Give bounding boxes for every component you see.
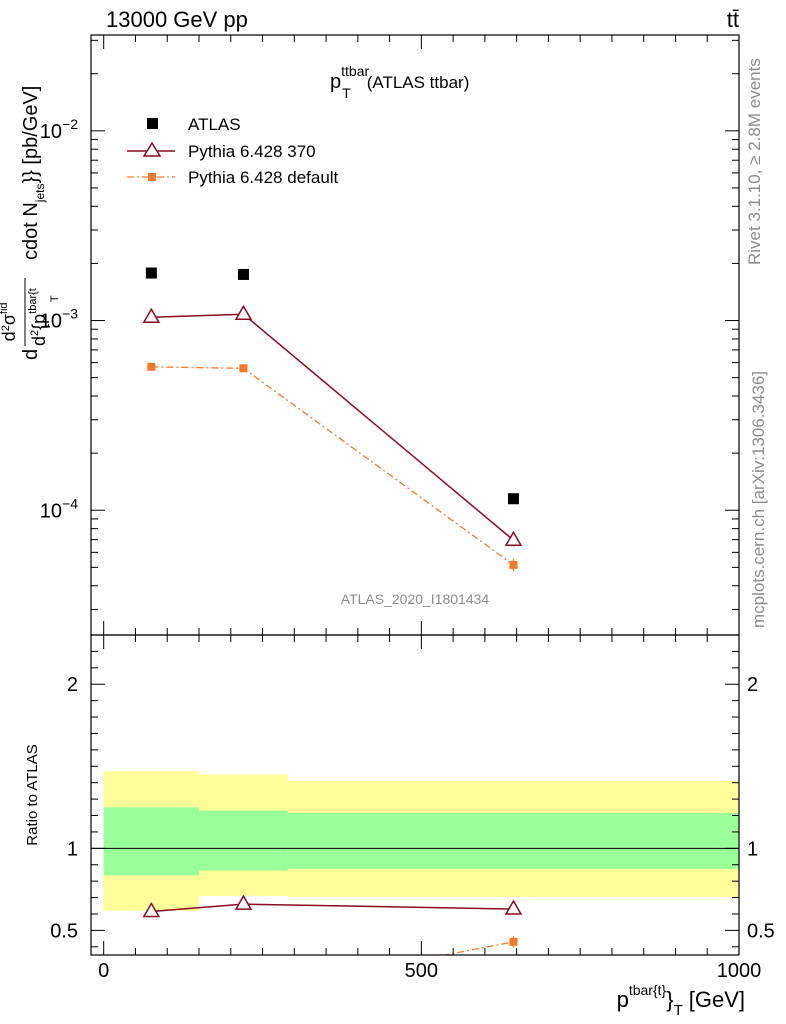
main-ytick-label-0: 10−4: [40, 495, 78, 522]
main-line-2: [151, 366, 514, 566]
main-point-2-1: [239, 364, 248, 373]
main-series-layer: [142, 267, 523, 572]
svg-text:d2{ptbar{tT: d2{ptbar{t T: [27, 288, 61, 346]
ratio-series-layer: [142, 894, 523, 955]
legend-atlas-label: ATLAS: [188, 115, 241, 134]
main-series-2: [147, 362, 518, 572]
legend-pdef-marker: [148, 173, 156, 181]
main-ytick-label-2: 10−2: [40, 116, 78, 143]
main-point-0-1: [237, 268, 249, 280]
main-series-1: [142, 304, 523, 547]
ratio-ytick-label-left-2: 2: [67, 674, 78, 696]
band-inner-2: [287, 813, 739, 869]
main-title: pttbar T(ATLAS ttbar): [330, 63, 469, 101]
legend: ATLAS Pythia 6.428 370 Pythia 6.428 defa…: [127, 115, 339, 187]
ratio-bands-layer: [103, 771, 739, 911]
main-ylabel: d d2σfid d2{ptbar{t T cdot Njets}} [pb/Ge…: [0, 86, 61, 360]
xaxis-label: ptbar{t}}T [GeV]: [617, 982, 745, 1019]
main-series-0: [145, 267, 519, 505]
main-axis-ticks: 10−4 10−3 10−2: [40, 35, 740, 635]
ratio-point-0-1: [234, 894, 253, 910]
legend-p370-label: Pythia 6.428 370: [188, 142, 316, 161]
legend-pdef-label: Pythia 6.428 default: [188, 168, 339, 187]
svg-text:d d2σfid: d d2σfid: [0, 302, 42, 360]
main-point-1-2: [504, 530, 523, 546]
main-point-0-0: [145, 267, 157, 279]
ratio-frame: [90, 634, 740, 956]
ratio-ytick-label-right-1: 1: [747, 838, 758, 860]
band-inner-1: [199, 810, 288, 871]
main-ytick-label-1: 10−3: [40, 306, 78, 333]
main-point-2-0: [147, 362, 156, 371]
main-line-1: [151, 313, 514, 541]
ratio-series-0: [142, 894, 523, 918]
ratio-series-1: [441, 936, 518, 955]
svg-text:cdot Njets}} [pb/GeV]: cdot Njets}} [pb/GeV]: [20, 86, 47, 260]
ratio-axis-ticks: 0.5 0.5 1 1 2 2 0 500 1000: [50, 635, 775, 982]
header-right: tt̄: [727, 7, 739, 32]
ratio-point-0-0: [142, 902, 161, 918]
band-inner-0: [103, 807, 199, 876]
ratio-ytick-label-right-2: 2: [747, 674, 758, 696]
rivet-label: Rivet 3.1.10, ≥ 2.8M events: [745, 58, 764, 265]
legend-p370-marker: [142, 141, 162, 157]
ratio-panel: 0.5 0.5 1 1 2 2 0 500 1000 Ratio to ATLAS ptbar{…: [24, 634, 775, 1019]
ratio-line-1: [441, 941, 514, 955]
main-point-1-0: [142, 307, 161, 324]
main-point-0-2: [507, 493, 519, 505]
ratio-xtick-label-1: 500: [405, 960, 438, 982]
analysis-watermark: ATLAS_2020_I1801434: [341, 591, 490, 607]
main-point-2-2: [509, 560, 518, 569]
ratio-point-0-2: [504, 899, 523, 915]
ratio-ytick-label-left-1: 1: [67, 838, 78, 860]
ratio-point-1-1: [509, 937, 518, 946]
main-point-1-1: [234, 304, 253, 320]
legend-atlas-marker: [147, 118, 158, 129]
ratio-ytick-label-left-0: 0.5: [50, 920, 78, 942]
ratio-xtick-label-0: 0: [98, 960, 109, 982]
ratio-line-0: [151, 903, 514, 913]
ratio-ytick-label-right-0: 0.5: [747, 920, 775, 942]
header-left: 13000 GeV pp: [106, 7, 248, 32]
ratio-xtick-label-2: 1000: [717, 960, 762, 982]
main-panel: 10−4 10−3 10−2 pttbar T(ATLAS ttbar) ATLAS_…: [0, 34, 740, 636]
mcplots-label: mcplots.cern.ch [arXiv:1306.3436]: [749, 371, 768, 628]
ratio-ylabel: Ratio to ATLAS: [24, 744, 41, 845]
